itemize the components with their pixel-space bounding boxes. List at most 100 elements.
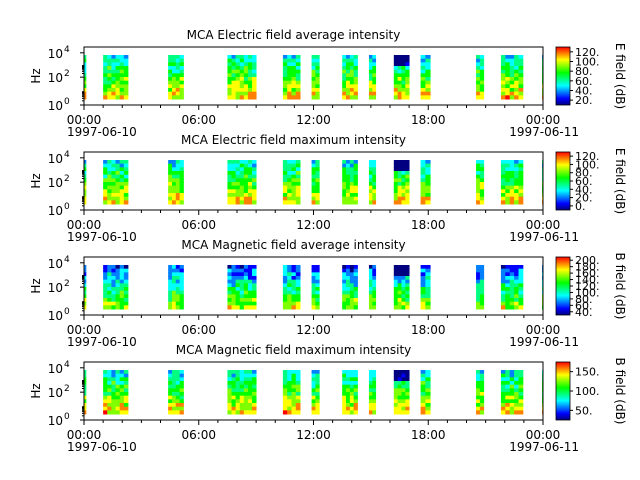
spectrogram-cell: [405, 84, 410, 89]
spectrogram-cell: [368, 370, 373, 375]
spectrogram-cell: [353, 88, 358, 93]
spectrogram-cell: [287, 62, 292, 67]
spectrogram-cell: [103, 294, 108, 299]
spectrogram-cell: [509, 265, 515, 270]
spectrogram-cell: [509, 399, 515, 404]
spectrogram-cell: [243, 77, 249, 82]
spectrogram-cell: [514, 196, 519, 201]
spectrogram-cell: [235, 163, 241, 168]
spectrogram-cell: [287, 163, 292, 168]
spectrogram-cell: [368, 66, 373, 71]
spectrogram-cell: [168, 370, 173, 375]
spectrogram-cell: [179, 185, 184, 190]
spectrogram-cell: [235, 69, 241, 74]
spectrogram-cell: [227, 189, 232, 194]
spectrogram-cell: [315, 395, 320, 400]
spectrogram-cell: [115, 406, 121, 411]
colorbar-tick-label: 100.: [575, 56, 600, 69]
spectrogram-cell: [247, 403, 253, 408]
spectrogram-cell: [500, 279, 506, 284]
spectrogram-cell: [123, 272, 129, 277]
spectrogram-cell: [247, 80, 253, 85]
spectrogram-cell: [372, 88, 377, 93]
spectrogram-cell: [420, 69, 426, 74]
spectrogram-cell: [282, 66, 288, 71]
spectrogram-cell: [518, 196, 524, 201]
spectrogram-cell: [175, 55, 181, 60]
spectrogram-cell: [175, 84, 181, 89]
spectrogram-cell: [505, 66, 511, 71]
x-date-label: 1997-06-10: [67, 335, 137, 349]
spectrogram-cell: [505, 298, 511, 303]
spectrogram-cell: [372, 196, 377, 201]
spectrogram-cell: [401, 294, 406, 299]
spectrogram-cell: [425, 395, 431, 400]
spectrogram-cell: [123, 388, 129, 393]
spectrogram-cell: [84, 66, 87, 71]
spectrogram-cell: [235, 377, 241, 382]
spectrogram-cell: [346, 163, 351, 168]
spectrogram-cell: [119, 373, 125, 378]
spectrogram-cell: [479, 384, 485, 389]
spectrogram-cell: [235, 95, 241, 100]
spectrogram-cell: [342, 55, 347, 60]
spectrogram-cell: [514, 185, 519, 190]
spectrogram-cell: [425, 276, 431, 281]
spectrogram-cell: [500, 384, 506, 389]
spectrogram-cell: [179, 178, 184, 183]
spectrogram-cell: [405, 373, 410, 378]
spectrogram-cell: [401, 403, 406, 408]
spectrogram-cell: [168, 200, 173, 205]
spectrogram-cell: [123, 283, 129, 288]
spectrogram-cell: [405, 272, 410, 277]
spectrogram-cell: [311, 384, 316, 389]
spectrogram-cell: [420, 171, 426, 176]
spectrogram-cell: [315, 80, 320, 85]
spectrogram-cell: [353, 301, 358, 306]
spectrogram-cell: [175, 403, 181, 408]
spectrogram-cell: [243, 272, 249, 277]
spectrogram-cell: [123, 403, 129, 408]
spectrogram-cell: [405, 160, 410, 165]
spectrogram-cell: [235, 178, 241, 183]
spectrogram-cell: [500, 392, 506, 397]
spectrogram-cell: [342, 88, 347, 93]
spectrogram-cell: [168, 406, 173, 411]
colorbar-tick-label: 120.: [575, 280, 600, 293]
spectrogram-cell: [476, 384, 481, 389]
spectrogram-cell: [239, 370, 245, 375]
spectrogram-cell: [315, 373, 320, 378]
spectrogram-cell: [500, 84, 506, 89]
spectrogram-cell: [227, 287, 232, 292]
spectrogram-cell: [514, 406, 519, 411]
spectrogram-cell: [505, 395, 511, 400]
spectrogram-cell: [227, 373, 232, 378]
spectrogram-cell: [103, 91, 108, 96]
spectrogram-cell: [500, 373, 506, 378]
spectrogram-cell: [252, 182, 257, 187]
spectrogram-cell: [425, 171, 431, 176]
spectrogram-cell: [111, 298, 116, 303]
spectrogram-cell: [401, 171, 406, 176]
spectrogram-cell: [171, 406, 177, 411]
spectrogram-cell: [353, 283, 358, 288]
spectrogram-cell: [235, 283, 241, 288]
spectrogram-cell: [420, 160, 426, 165]
spectrogram-cell: [368, 301, 373, 306]
spectrogram-cell: [518, 55, 524, 60]
spectrogram-cell: [346, 91, 351, 96]
spectrogram-cell: [291, 373, 297, 378]
colorbar-tick-label: 0.: [575, 200, 586, 213]
spectrogram-cell: [295, 290, 301, 295]
spectrogram-cell: [107, 290, 112, 295]
spectrogram-cell: [243, 91, 249, 96]
spectrogram-cell: [500, 283, 506, 288]
spectrogram-cell: [123, 69, 129, 74]
spectrogram-cell: [425, 58, 431, 63]
spectrogram-cell: [291, 301, 297, 306]
spectrogram-cell: [171, 182, 177, 187]
spectrogram-cell: [252, 88, 257, 93]
spectrogram-cell: [115, 88, 121, 93]
spectrogram-cell: [175, 58, 181, 63]
y-tick-label: 10: [48, 414, 63, 428]
